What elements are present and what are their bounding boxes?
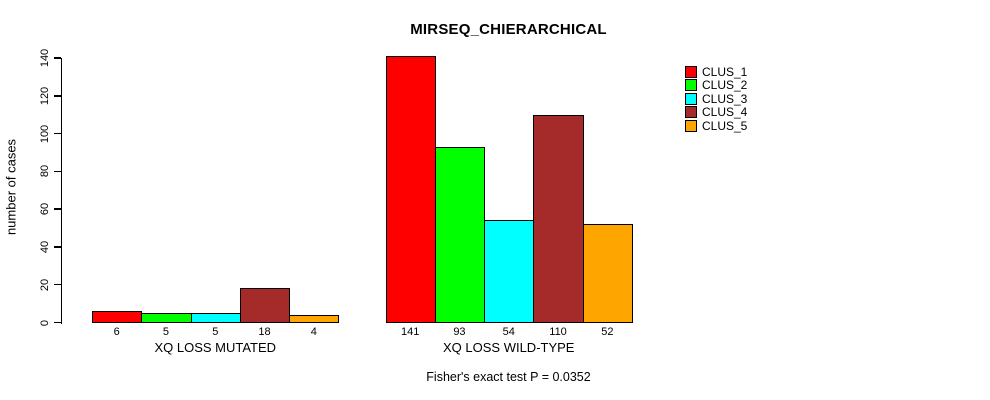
bar-clus_5-mutated (289, 314, 340, 324)
y-axis-tick (53, 170, 61, 173)
bar-clus_3-mutated (190, 313, 241, 324)
y-axis-line (60, 58, 63, 324)
bar-clus_4-wildtype (533, 114, 584, 324)
bar-clus_3-wildtype (484, 220, 535, 324)
bar-value-label: 110 (549, 326, 567, 338)
bar-value-label: 52 (601, 326, 614, 338)
bar-clus_1-wildtype (385, 56, 436, 324)
y-axis-tick (53, 132, 61, 135)
y-axis-tick-label: 120 (39, 86, 51, 105)
legend-label: CLUS_4 (702, 105, 748, 120)
legend-color-swatch (685, 119, 697, 132)
legend-label: CLUS_5 (702, 118, 748, 133)
y-axis-tick (53, 208, 61, 210)
y-axis-tick-label: 140 (39, 48, 51, 68)
legend-color-swatch (685, 92, 697, 105)
bar-clus_4-mutated (239, 288, 291, 324)
x-category-label: XQ LOSS WILD-TYPE (443, 340, 575, 355)
legend-label: CLUS_2 (702, 78, 748, 93)
y-axis-tick-label: 40 (39, 240, 51, 254)
y-axis-tick-label: 20 (39, 278, 51, 291)
bar-value-label: 5 (212, 326, 219, 338)
y-axis-tick (53, 95, 61, 97)
bar-clus_5-wildtype (582, 224, 633, 324)
bar-clus_2-wildtype (434, 146, 486, 324)
x-category-label: XQ LOSS MUTATED (154, 340, 277, 355)
legend-label: CLUS_1 (702, 65, 748, 79)
bar-clus_2-mutated (141, 313, 192, 324)
y-axis-tick (53, 57, 61, 59)
bar-value-label: 4 (310, 326, 317, 338)
bar-value-label: 6 (113, 326, 120, 338)
legend-color-swatch (685, 79, 697, 92)
bar-value-label: 18 (258, 326, 271, 338)
legend-color-swatch (685, 66, 697, 78)
legend-label: CLUS_3 (702, 91, 748, 106)
bar-value-label: 141 (400, 326, 420, 338)
fisher-test-caption: Fisher's exact test P = 0.0352 (426, 370, 591, 384)
y-axis-tick-label: 0 (39, 319, 51, 326)
bar-value-label: 5 (162, 326, 169, 338)
y-axis-tick-label: 100 (39, 124, 51, 143)
y-axis-tick-label: 60 (39, 203, 51, 216)
bar-value-label: 54 (502, 326, 515, 338)
y-axis-tick-label: 80 (39, 165, 51, 178)
y-axis-tick (53, 321, 61, 324)
y-axis-tick (53, 283, 61, 286)
y-axis-tick (53, 246, 61, 248)
y-axis-label: number of cases (3, 138, 19, 236)
bar-clus_1-mutated (92, 311, 143, 324)
bar-value-label: 93 (453, 326, 466, 338)
legend-color-swatch (685, 106, 697, 119)
chart-title: MIRSEQ_CHIERARCHICAL (410, 21, 607, 38)
